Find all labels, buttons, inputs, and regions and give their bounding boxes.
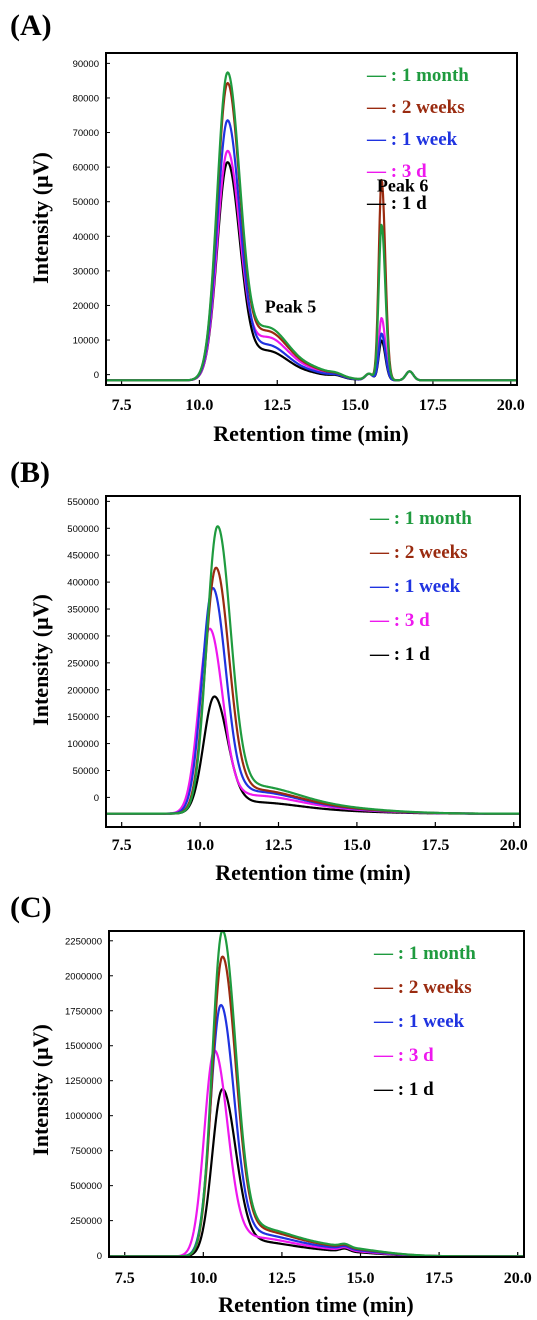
- peak-annotation: Peak 6: [377, 175, 429, 195]
- series-line: [105, 566, 521, 815]
- legend-entry: — : 1 month: [369, 508, 472, 529]
- y-tick-label: 350000: [67, 605, 99, 616]
- x-axis-title: Retention time (min): [215, 860, 411, 885]
- legend-entry: — : 1 week: [366, 129, 458, 150]
- series-line: [108, 1088, 525, 1258]
- series-line: [105, 81, 518, 382]
- peak-annotation: Peak 5: [265, 296, 317, 316]
- y-tick-label: 100000: [67, 739, 99, 750]
- y-tick-label: 500000: [70, 1181, 102, 1192]
- series-line: [105, 149, 518, 382]
- y-tick-label: 1000000: [65, 1111, 102, 1122]
- y-axis-title: Intensity (μV): [28, 594, 53, 726]
- x-tick-label: 7.5: [112, 397, 132, 414]
- x-tick-label: 10.0: [185, 397, 213, 414]
- plot-frame: [105, 495, 521, 828]
- y-tick-label: 0: [94, 793, 99, 804]
- y-tick-label: 20000: [73, 301, 99, 312]
- series-line: [105, 695, 521, 815]
- y-tick-label: 200000: [67, 685, 99, 696]
- x-tick-label: 10.0: [189, 1270, 217, 1287]
- x-tick-label: 12.5: [265, 837, 293, 854]
- y-tick-label: 550000: [67, 497, 99, 508]
- x-tick-label: 15.0: [347, 1270, 375, 1287]
- x-tick-label: 15.0: [341, 397, 369, 414]
- legend-entry: — : 3 d: [369, 610, 430, 631]
- y-tick-label: 10000: [73, 336, 99, 347]
- y-tick-label: 250000: [70, 1216, 102, 1227]
- chart-panel: (C) Intensity (μV) Retention time (min) 0 25…: [10, 891, 532, 1317]
- y-tick-label: 40000: [73, 232, 99, 243]
- legend-entry: — : 1 week: [369, 576, 461, 597]
- legend-entry: — : 2 weeks: [366, 97, 465, 118]
- y-tick-label: 0: [94, 370, 99, 381]
- x-tick-label: 17.5: [425, 1270, 453, 1287]
- y-tick-label: 60000: [73, 163, 99, 174]
- y-tick-label: 80000: [73, 93, 99, 104]
- legend-entry: — : 3 d: [373, 1045, 434, 1066]
- x-tick-label: 7.5: [115, 1270, 135, 1287]
- legend-entry: — : 2 weeks: [373, 977, 472, 998]
- y-tick-label: 300000: [67, 631, 99, 642]
- y-tick-label: 1750000: [65, 1006, 102, 1017]
- legend-entry: — : 1 week: [373, 1011, 465, 1032]
- y-tick-label: 50000: [73, 197, 99, 208]
- y-tick-label: 0: [97, 1251, 102, 1262]
- x-tick-label: 20.0: [497, 397, 525, 414]
- x-tick-label: 20.0: [500, 837, 528, 854]
- panel-label: (A): [10, 9, 52, 42]
- legend-entry: — : 1 d: [366, 193, 427, 214]
- x-tick-label: 17.5: [419, 397, 447, 414]
- y-tick-label: 2250000: [65, 936, 102, 947]
- x-tick-label: 10.0: [186, 837, 214, 854]
- x-axis-title: Retention time (min): [213, 421, 409, 446]
- y-tick-label: 150000: [67, 712, 99, 723]
- y-tick-label: 1250000: [65, 1076, 102, 1087]
- y-tick-label: 250000: [67, 658, 99, 669]
- x-tick-label: 20.0: [504, 1270, 532, 1287]
- y-tick-label: 70000: [73, 128, 99, 139]
- y-tick-label: 400000: [67, 578, 99, 589]
- panel-label: (C): [10, 891, 52, 924]
- series-line: [105, 586, 521, 815]
- y-tick-label: 50000: [73, 766, 99, 777]
- chart-panel: (A) Intensity (μV) Retention time (min) 0 10…: [10, 9, 525, 446]
- y-axis-title: Intensity (μV): [28, 152, 53, 284]
- series-line: [108, 1049, 525, 1258]
- x-tick-label: 12.5: [268, 1270, 296, 1287]
- y-tick-label: 500000: [67, 524, 99, 535]
- y-tick-label: 2000000: [65, 971, 102, 982]
- plot-frame: [105, 52, 518, 386]
- plot-frame: [108, 930, 525, 1258]
- legend-entry: — : 2 weeks: [369, 542, 468, 563]
- series-line: [105, 525, 521, 815]
- x-tick-label: 7.5: [112, 837, 132, 854]
- y-tick-label: 450000: [67, 551, 99, 562]
- legend-entry: — : 1 d: [373, 1079, 434, 1100]
- y-tick-label: 30000: [73, 266, 99, 277]
- legend-entry: — : 3 d: [366, 161, 427, 182]
- y-tick-label: 1500000: [65, 1041, 102, 1052]
- x-axis-title: Retention time (min): [218, 1292, 414, 1317]
- chart-panel: (B) Intensity (μV) Retention time (min) 0 50…: [10, 456, 528, 885]
- x-tick-label: 15.0: [343, 837, 371, 854]
- series-line: [105, 71, 518, 382]
- legend-entry: — : 1 month: [366, 65, 469, 86]
- legend-entry: — : 1 d: [369, 644, 430, 665]
- series-line: [105, 161, 518, 382]
- series-line: [108, 955, 525, 1258]
- y-axis-title: Intensity (μV): [28, 1024, 53, 1156]
- series-line: [105, 627, 521, 815]
- series-line: [108, 1003, 525, 1258]
- x-tick-label: 12.5: [263, 397, 291, 414]
- y-tick-label: 90000: [73, 59, 99, 70]
- panel-label: (B): [10, 456, 50, 489]
- series-line: [105, 119, 518, 382]
- y-tick-label: 750000: [70, 1146, 102, 1157]
- legend-entry: — : 1 month: [373, 943, 476, 964]
- x-tick-label: 17.5: [421, 837, 449, 854]
